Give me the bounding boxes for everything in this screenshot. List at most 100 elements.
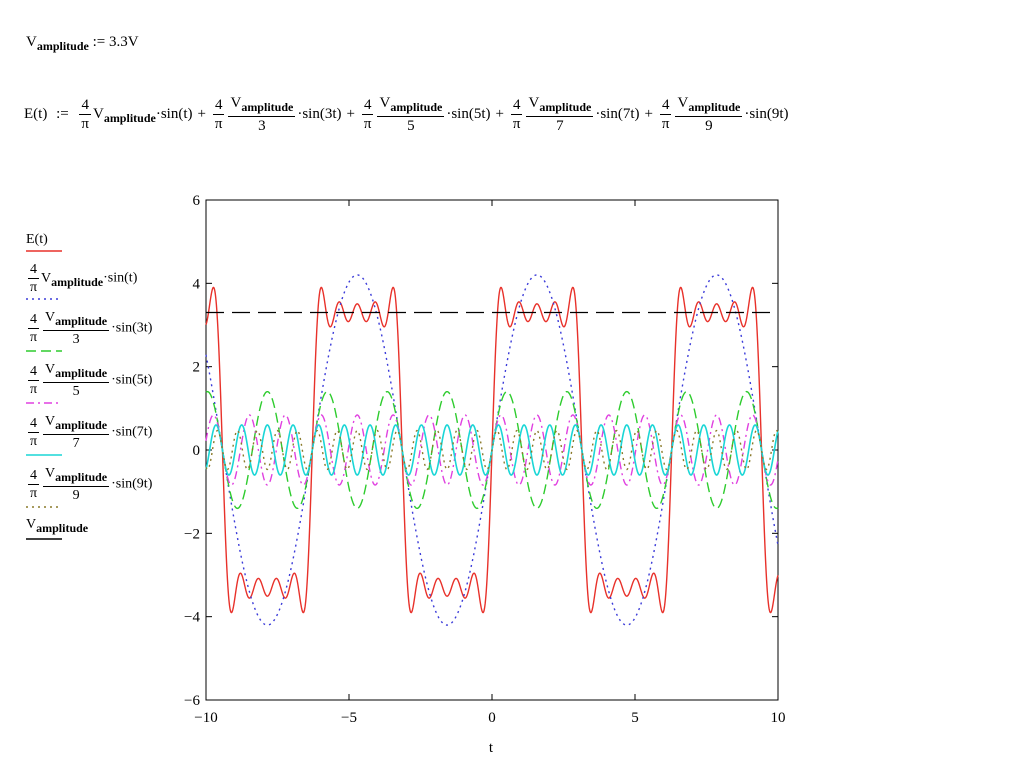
legend-amp-numerator: Vamplitude: [43, 361, 110, 383]
eq-term-fn: sin(9t): [749, 105, 789, 122]
legend-swatch: [26, 402, 62, 404]
eq-plus: +: [197, 105, 206, 122]
eq-term-dot: ·: [595, 105, 601, 122]
legend-fn: ·sin(t): [103, 270, 138, 286]
legend-amp-numerator: Vamplitude: [43, 465, 110, 487]
eq-term-amp-denominator: 5: [407, 118, 415, 134]
legend-amp-denominator: 7: [72, 436, 80, 451]
series-line: [205, 429, 779, 471]
eq-term-fn: sin(t): [160, 105, 193, 122]
eq-term-coef-numerator: 4: [659, 97, 672, 115]
legend-amp-denominator: 9: [72, 488, 80, 503]
legend-fn: ·sin(7t): [111, 424, 153, 440]
legend-item: 4 π Vamplitude 7 ·sin(7t): [26, 413, 152, 457]
legend-v-sub: amplitude: [55, 470, 108, 484]
legend-vamplitude: Vamplitude: [41, 270, 104, 289]
x-tick-label: 0: [488, 710, 496, 726]
series-line: [205, 274, 779, 626]
legend-v-sub: amplitude: [55, 418, 108, 432]
eq-term-amp-numerator: Vamplitude: [526, 94, 594, 117]
eq-term-amp-numerator: Vamplitude: [228, 94, 296, 117]
legend-amp-fraction: Vamplitude 5: [43, 361, 110, 400]
legend-swatch: [26, 538, 62, 540]
eq-term-v-sub: amplitude: [688, 100, 741, 114]
legend-coef-numerator: 4: [28, 416, 39, 433]
x-axis-label: t: [489, 740, 494, 756]
x-tick-label: 5: [631, 710, 639, 726]
eq-plus: +: [495, 105, 504, 122]
eq-term-coef-denominator: π: [661, 116, 670, 132]
legend-v: V: [45, 466, 56, 481]
legend-coef-numerator: 4: [28, 468, 39, 485]
legend-swatch: [26, 250, 62, 252]
eq-plus: +: [346, 105, 355, 122]
eq-term-coef-numerator: 4: [510, 97, 523, 115]
legend-fn: ·sin(9t): [111, 476, 153, 492]
legend-label: E(t): [26, 232, 48, 247]
eq-term-v: V: [92, 105, 104, 122]
eq-term-coef-numerator: 4: [212, 97, 225, 115]
legend-coef-denominator: π: [29, 434, 38, 449]
eq-term-fn: sin(5t): [451, 105, 491, 122]
legend-item: Vamplitude: [26, 517, 152, 541]
legend-vamplitude: Vamplitude: [45, 466, 108, 484]
eq-term-coef-denominator: π: [81, 116, 89, 132]
tick-layer: −10 −5 0 5 10 −6 −4 −2 0 2 4 6: [184, 193, 785, 726]
legend-swatch: [26, 506, 62, 508]
eq-term-vamplitude: Vamplitude: [92, 105, 156, 125]
legend-v: V: [45, 310, 56, 325]
eq-term-amp-fraction: Vamplitude 5: [377, 94, 445, 135]
eq-term-vamplitude: Vamplitude: [379, 95, 442, 114]
def-rhs: 3.3V: [109, 34, 139, 50]
legend-coef-denominator: π: [29, 330, 38, 345]
eq-term-amp-denominator: 9: [705, 118, 713, 134]
legend-vamplitude: Vamplitude: [45, 414, 108, 432]
eq-term-dot: ·: [446, 105, 452, 122]
y-tick-label: 0: [193, 443, 201, 459]
legend-v-sub: amplitude: [36, 521, 89, 535]
eq-term-amp-denominator: 7: [556, 118, 564, 134]
y-tick-label: 2: [193, 360, 201, 376]
legend-swatch: [26, 298, 62, 300]
eq-term-dot: ·: [155, 105, 161, 122]
y-tick-label: 6: [193, 193, 201, 209]
eq-term-v: V: [677, 95, 689, 111]
eq-term-amp-fraction: Vamplitude 9: [675, 94, 743, 135]
legend-coef-numerator: 4: [28, 262, 39, 279]
legend-coef-numerator: 4: [28, 312, 39, 329]
eq-term-v-sub: amplitude: [539, 100, 592, 114]
legend-amp-fraction: Vamplitude 9: [43, 465, 110, 504]
legend-amp-numerator: Vamplitude: [43, 413, 110, 435]
eq-plus: +: [644, 105, 653, 122]
legend-coef-numerator: 4: [28, 364, 39, 381]
legend-item: 4 π Vamplitude 9 ·sin(9t): [26, 465, 152, 509]
legend-v: V: [45, 414, 56, 429]
y-tick-label: −2: [184, 526, 200, 542]
def-lhs: V: [26, 34, 37, 50]
eq-term-amp-numerator: Vamplitude: [675, 94, 743, 117]
legend-item: E(t): [26, 232, 152, 253]
eq-term-coef-numerator: 4: [361, 97, 374, 115]
eq-term-v: V: [528, 95, 540, 111]
legend-v: V: [41, 270, 52, 286]
legend-vamplitude: Vamplitude: [45, 310, 108, 328]
legend-v-sub: amplitude: [55, 314, 108, 328]
legend-v-sub: amplitude: [55, 366, 108, 380]
eq-term-v-sub: amplitude: [103, 110, 156, 125]
eq-term-vamplitude: Vamplitude: [677, 95, 741, 114]
eq-lhs: E(t): [24, 105, 48, 122]
eq-term-vamplitude: Vamplitude: [230, 95, 293, 114]
eq-term-vamplitude: Vamplitude: [528, 95, 592, 114]
eq-term-coef-denominator: π: [512, 116, 521, 132]
legend-v-sub: amplitude: [51, 274, 104, 289]
legend-amp-fraction: Vamplitude 3: [43, 309, 110, 348]
legend-vamplitude: Vamplitude: [26, 517, 89, 535]
legend-coef-denominator: π: [29, 486, 38, 501]
